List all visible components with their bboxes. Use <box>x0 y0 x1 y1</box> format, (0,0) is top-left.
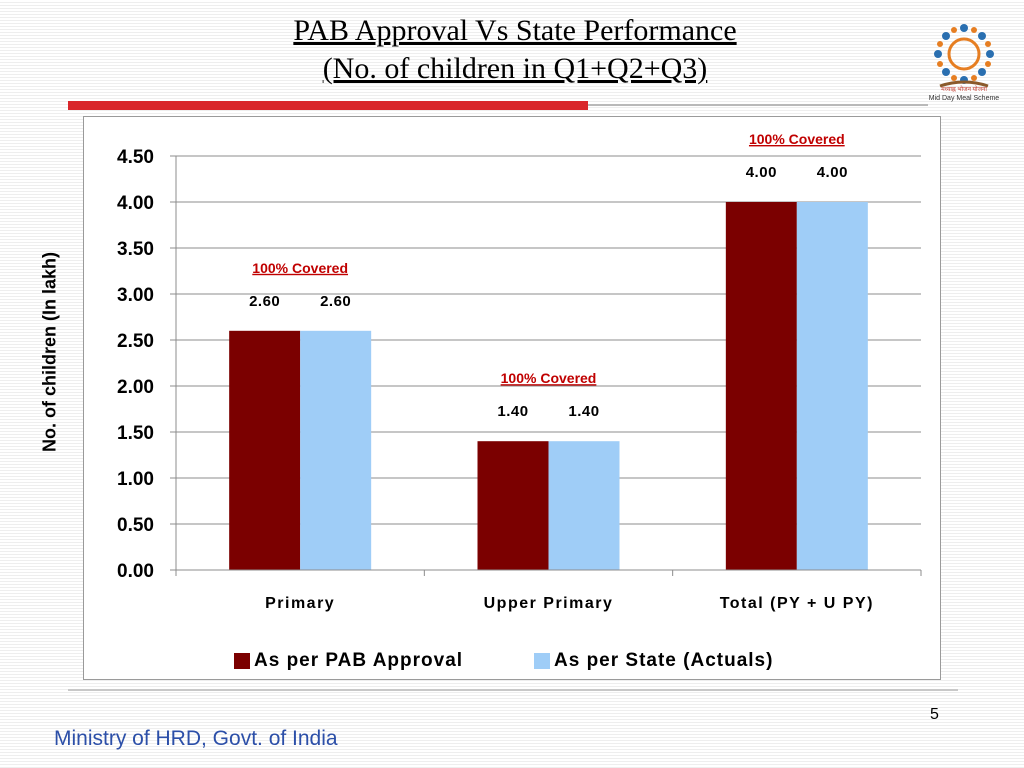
mid-day-meal-logo-icon <box>934 24 994 88</box>
title-accent-bar <box>68 101 588 110</box>
x-category-label-1: Upper Primary <box>484 595 614 612</box>
y-tick-label-3: 1.50 <box>117 423 154 444</box>
slide-title: PAB Approval Vs State Performance (No. o… <box>120 12 910 88</box>
page-number: 5 <box>930 706 939 723</box>
footer-divider <box>68 689 958 691</box>
bar-0-0 <box>229 330 301 570</box>
legend-label-state: As per State (Actuals) <box>554 650 774 671</box>
bar-2-0 <box>725 202 797 570</box>
y-tick-label-8: 4.00 <box>117 193 154 214</box>
data-label-2-0: 4.00 <box>746 164 777 181</box>
x-category-label-0: Primary <box>265 595 335 612</box>
data-label-2-1: 4.00 <box>817 164 848 181</box>
title-line-1: PAB Approval Vs State Performance <box>293 14 737 47</box>
y-tick-label-6: 3.00 <box>117 285 154 306</box>
legend-item-pab: As per PAB Approval <box>234 650 463 672</box>
legend-item-state: As per State (Actuals) <box>534 650 773 672</box>
title-line-2: (No. of children in Q1+Q2+Q3) <box>322 52 708 85</box>
logo-caption-english: Mid Day Meal Scheme <box>928 95 1000 102</box>
y-tick-label-7: 3.50 <box>117 239 154 260</box>
legend-swatch-pab <box>234 653 250 669</box>
data-label-0-0: 2.60 <box>249 293 280 310</box>
coverage-annotation-2: 100% Covered <box>749 131 845 147</box>
data-label-1-0: 1.40 <box>497 403 528 420</box>
x-category-label-2: Total (PY + U PY) <box>720 595 874 612</box>
y-tick-label-2: 1.00 <box>117 469 154 490</box>
bar-1-1 <box>548 441 620 570</box>
y-tick-label-4: 2.00 <box>117 377 154 398</box>
bar-2-1 <box>796 202 868 570</box>
bar-1-0 <box>477 441 549 570</box>
logo-caption-hindi: मध्याह्न भोजन योजना <box>941 87 987 93</box>
y-axis-label: No. of children (In lakh) <box>39 251 60 453</box>
coverage-annotation-1: 100% Covered <box>501 370 597 386</box>
coverage-annotation-0: 100% Covered <box>252 260 348 276</box>
data-label-0-1: 2.60 <box>320 293 351 310</box>
y-tick-label-5: 2.50 <box>117 331 154 352</box>
y-tick-label-1: 0.50 <box>117 515 154 536</box>
y-tick-label-9: 4.50 <box>117 147 154 168</box>
footer-text: Ministry of HRD, Govt. of India <box>54 727 338 750</box>
legend-swatch-state <box>534 653 550 669</box>
bar-0-1 <box>300 330 372 570</box>
y-tick-label-0: 0.00 <box>117 561 154 582</box>
title-divider <box>588 104 928 106</box>
legend-label-pab: As per PAB Approval <box>254 650 464 671</box>
data-label-1-1: 1.40 <box>568 403 599 420</box>
